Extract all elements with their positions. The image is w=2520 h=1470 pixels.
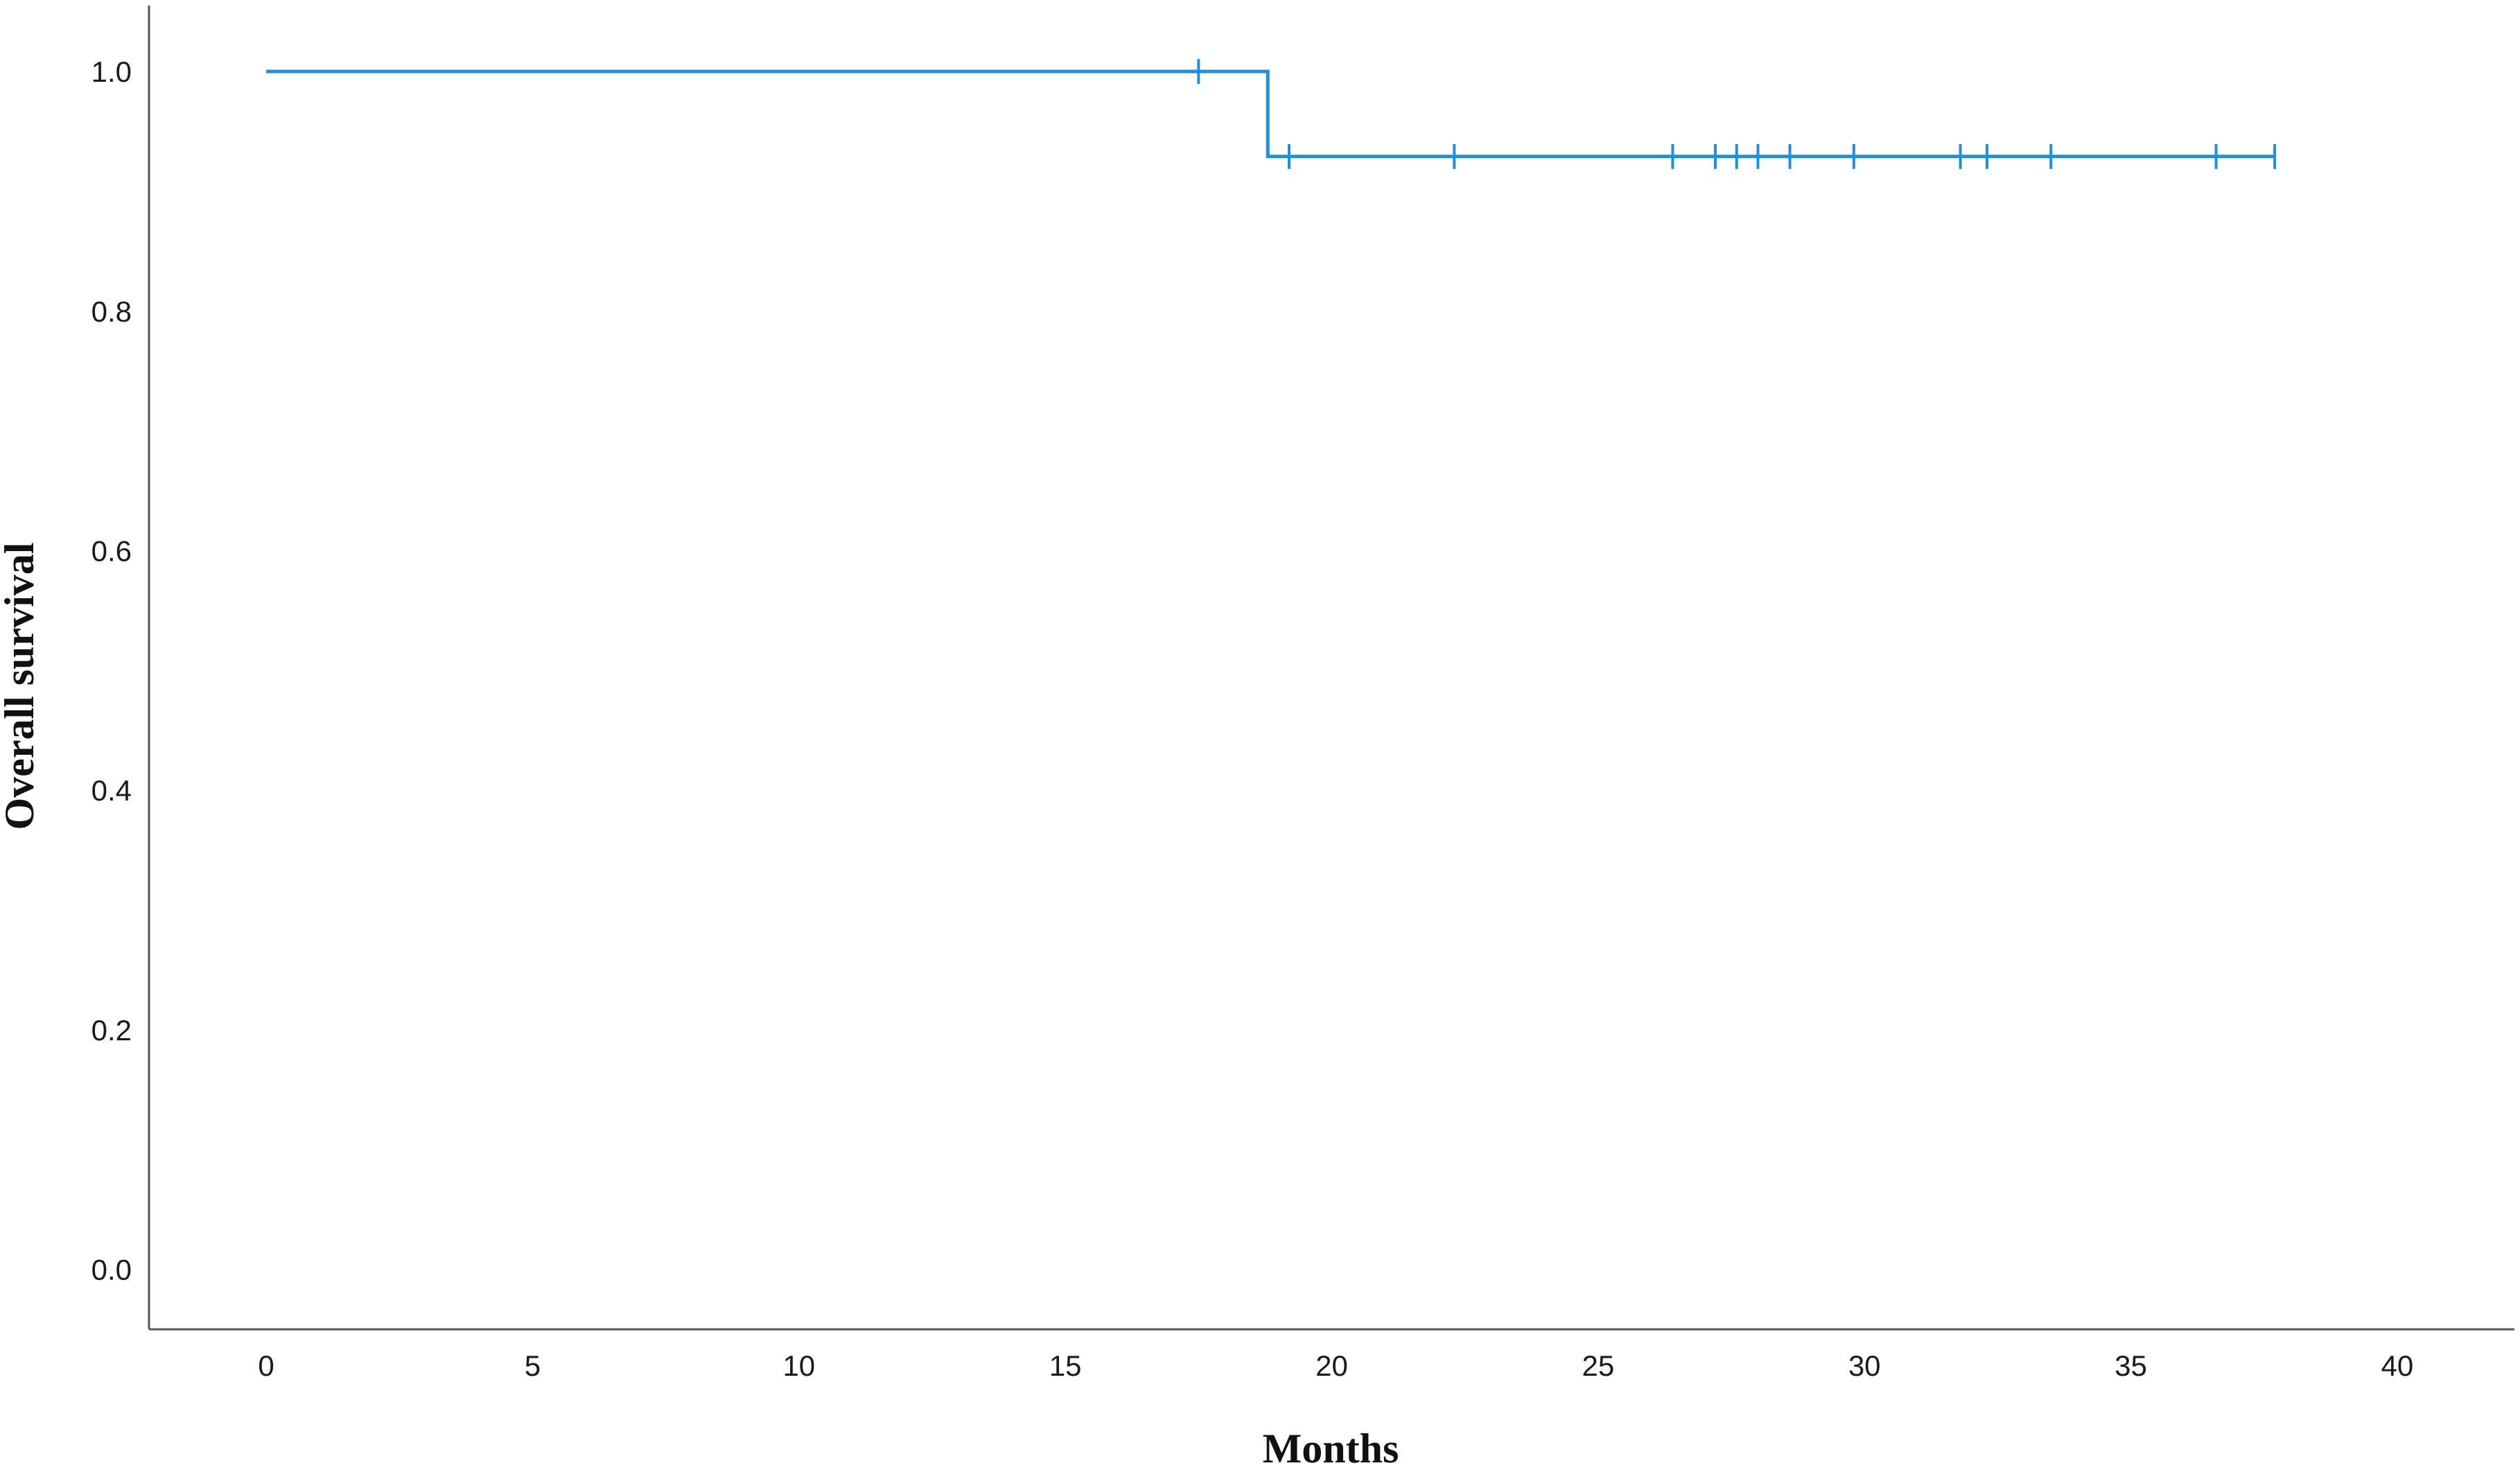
y-tick-label: 0.0 (91, 1254, 132, 1286)
y-tick-label: 0.2 (91, 1014, 132, 1047)
x-tick-label: 40 (2381, 1349, 2414, 1382)
y-axis-title: Overall survival (0, 543, 42, 830)
x-tick-label: 0 (258, 1349, 274, 1382)
series (266, 59, 2277, 169)
x-tick-label: 10 (782, 1349, 815, 1382)
survival-step-line (266, 69, 2275, 159)
x-tick-label: 5 (525, 1349, 541, 1382)
x-tick-label: 25 (1582, 1349, 1614, 1382)
y-tick-label: 0.8 (91, 295, 132, 328)
y-tick-label: 0.6 (91, 534, 132, 567)
x-tick-label: 35 (2115, 1349, 2147, 1382)
y-tick-label: 1.0 (91, 55, 132, 88)
x-tick-label: 30 (1848, 1349, 1881, 1382)
x-axis-title: Months (1263, 1426, 1399, 1467)
y-tick-label: 0.4 (91, 774, 132, 807)
x-tick-label: 20 (1315, 1349, 1348, 1382)
ticks: 0 5 10 15 20 25 30 35 40 0.0 0.2 0.4 0.6 0.8 1.0 (91, 55, 2414, 1382)
x-tick-label: 15 (1049, 1349, 1082, 1382)
axes (148, 6, 2514, 1331)
